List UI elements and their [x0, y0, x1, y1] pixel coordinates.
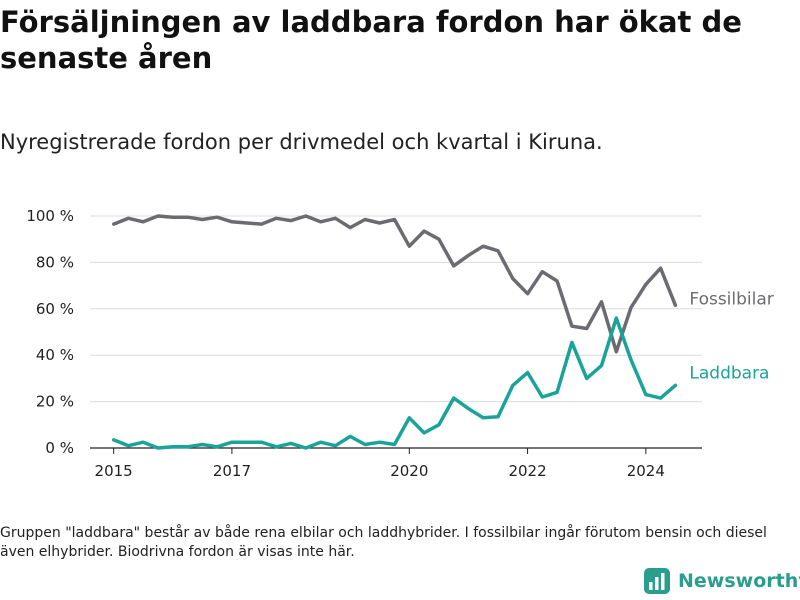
chart-footnote: Gruppen "laddbara" består av både rena e… — [0, 525, 767, 560]
line-chart: 0 % 20 % 40 % 60 % 80 % 100 % 2015 2017 2020 2022… — [26, 207, 773, 480]
series-label-fossilbilar: Fossilbilar — [689, 289, 773, 309]
x-tick-label: 2024 — [627, 462, 665, 480]
x-tick-label: 2022 — [508, 462, 546, 480]
newsworthy-logo[interactable]: Newsworthy — [644, 568, 800, 594]
y-tick-label: 20 % — [36, 393, 74, 411]
chart-title: Försäljningen av laddbara fordon har öka… — [0, 5, 742, 75]
chart-subtitle: Nyregistrerade fordon per drivmedel och … — [0, 130, 603, 154]
series-line-laddbara — [111, 316, 678, 450]
brand-name: Newsworthy — [678, 570, 800, 592]
series-label-laddbara: Laddbara — [689, 363, 769, 383]
x-tick-label: 2015 — [95, 462, 133, 480]
x-tick-label: 2020 — [390, 462, 428, 480]
y-tick-label: 0 % — [45, 439, 74, 457]
y-tick-label: 60 % — [36, 300, 74, 318]
y-tick-label: 40 % — [36, 346, 74, 364]
y-tick-label: 100 % — [26, 207, 74, 225]
y-tick-label: 80 % — [36, 253, 74, 271]
x-tick-label: 2017 — [213, 462, 251, 480]
series-line-fossilbilar — [111, 214, 678, 354]
bar-chart-icon — [644, 568, 670, 594]
